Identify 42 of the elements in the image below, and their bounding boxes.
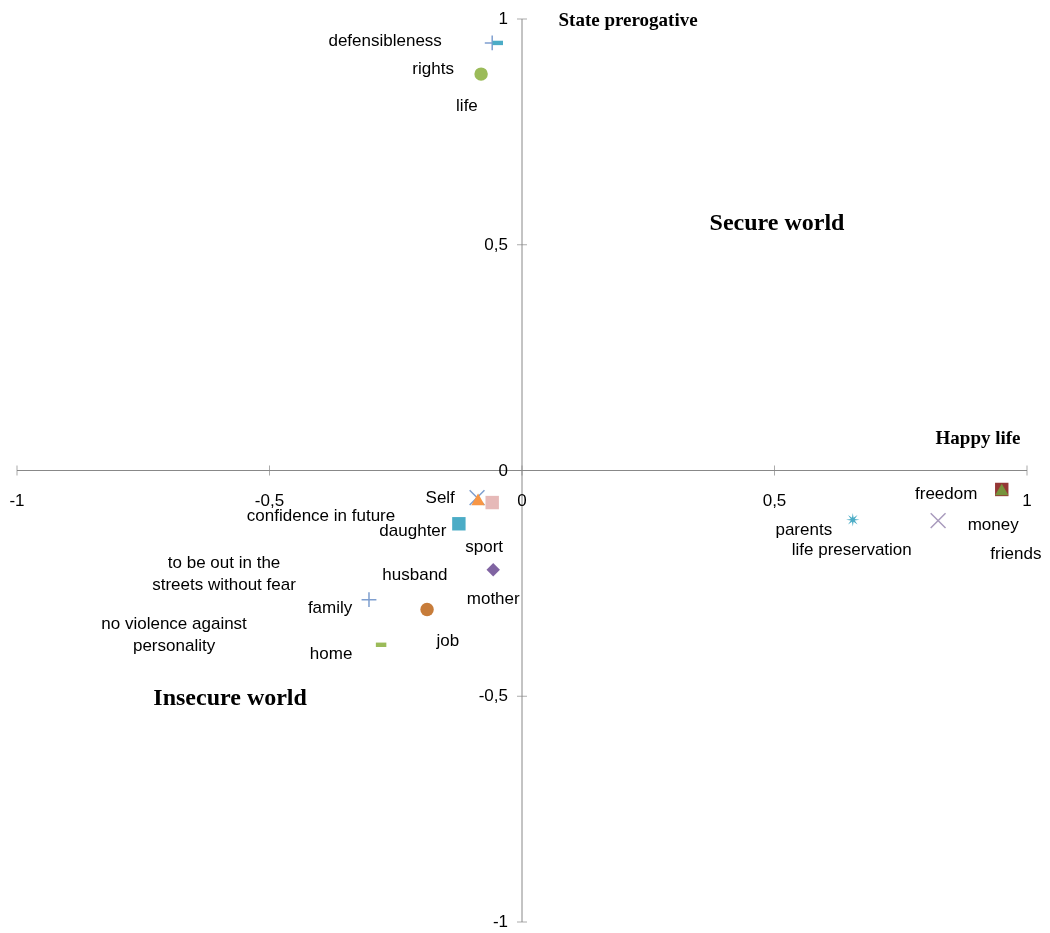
y-tick-label: 1 <box>498 9 508 28</box>
point <box>846 513 860 527</box>
point <box>929 512 947 529</box>
annotation: Insecure world <box>153 683 308 710</box>
point <box>485 495 499 510</box>
annotation: defensibleness <box>328 31 442 51</box>
annotation: Secure world <box>709 209 846 236</box>
annotation: Happy life <box>935 427 1021 449</box>
annotation: no violence against personality <box>101 614 248 656</box>
x-tick-label: -0,5 <box>254 490 285 510</box>
annotation: mother <box>466 588 520 608</box>
annotation: to be out in the streets without fear <box>152 552 297 594</box>
annotation: life <box>456 96 478 116</box>
x-tick-label: -1 <box>9 490 25 510</box>
annotation: family <box>307 597 353 617</box>
point <box>420 602 434 617</box>
annotation: friends <box>990 543 1042 563</box>
point <box>468 489 486 506</box>
point <box>474 67 488 81</box>
annotation: job <box>435 630 460 650</box>
y-tick-label: -0,5 <box>478 686 508 706</box>
point <box>360 591 378 608</box>
point <box>452 517 466 531</box>
point <box>486 563 500 577</box>
x-tick-label: 0,5 <box>762 490 787 510</box>
annotation: money <box>967 514 1020 534</box>
y-tick-label: -1 <box>492 912 508 931</box>
annotation: freedom <box>915 483 978 503</box>
annotation: rights <box>412 59 454 79</box>
annotation: life preservation <box>791 540 912 560</box>
annotation: sport <box>465 536 504 556</box>
x-tick-label: 1 <box>1022 490 1032 510</box>
annotation: daughter <box>379 521 447 541</box>
annotation: Self <box>425 488 456 508</box>
x-tick-label: 0 <box>517 490 527 510</box>
y-tick-label: 0 <box>498 460 508 480</box>
annotation: husband <box>382 564 448 584</box>
annotation: parents <box>775 519 833 539</box>
annotation: State prerogative <box>558 8 698 30</box>
point <box>471 493 485 506</box>
annotation: home <box>309 643 353 663</box>
y-tick-label: 0,5 <box>484 234 508 254</box>
